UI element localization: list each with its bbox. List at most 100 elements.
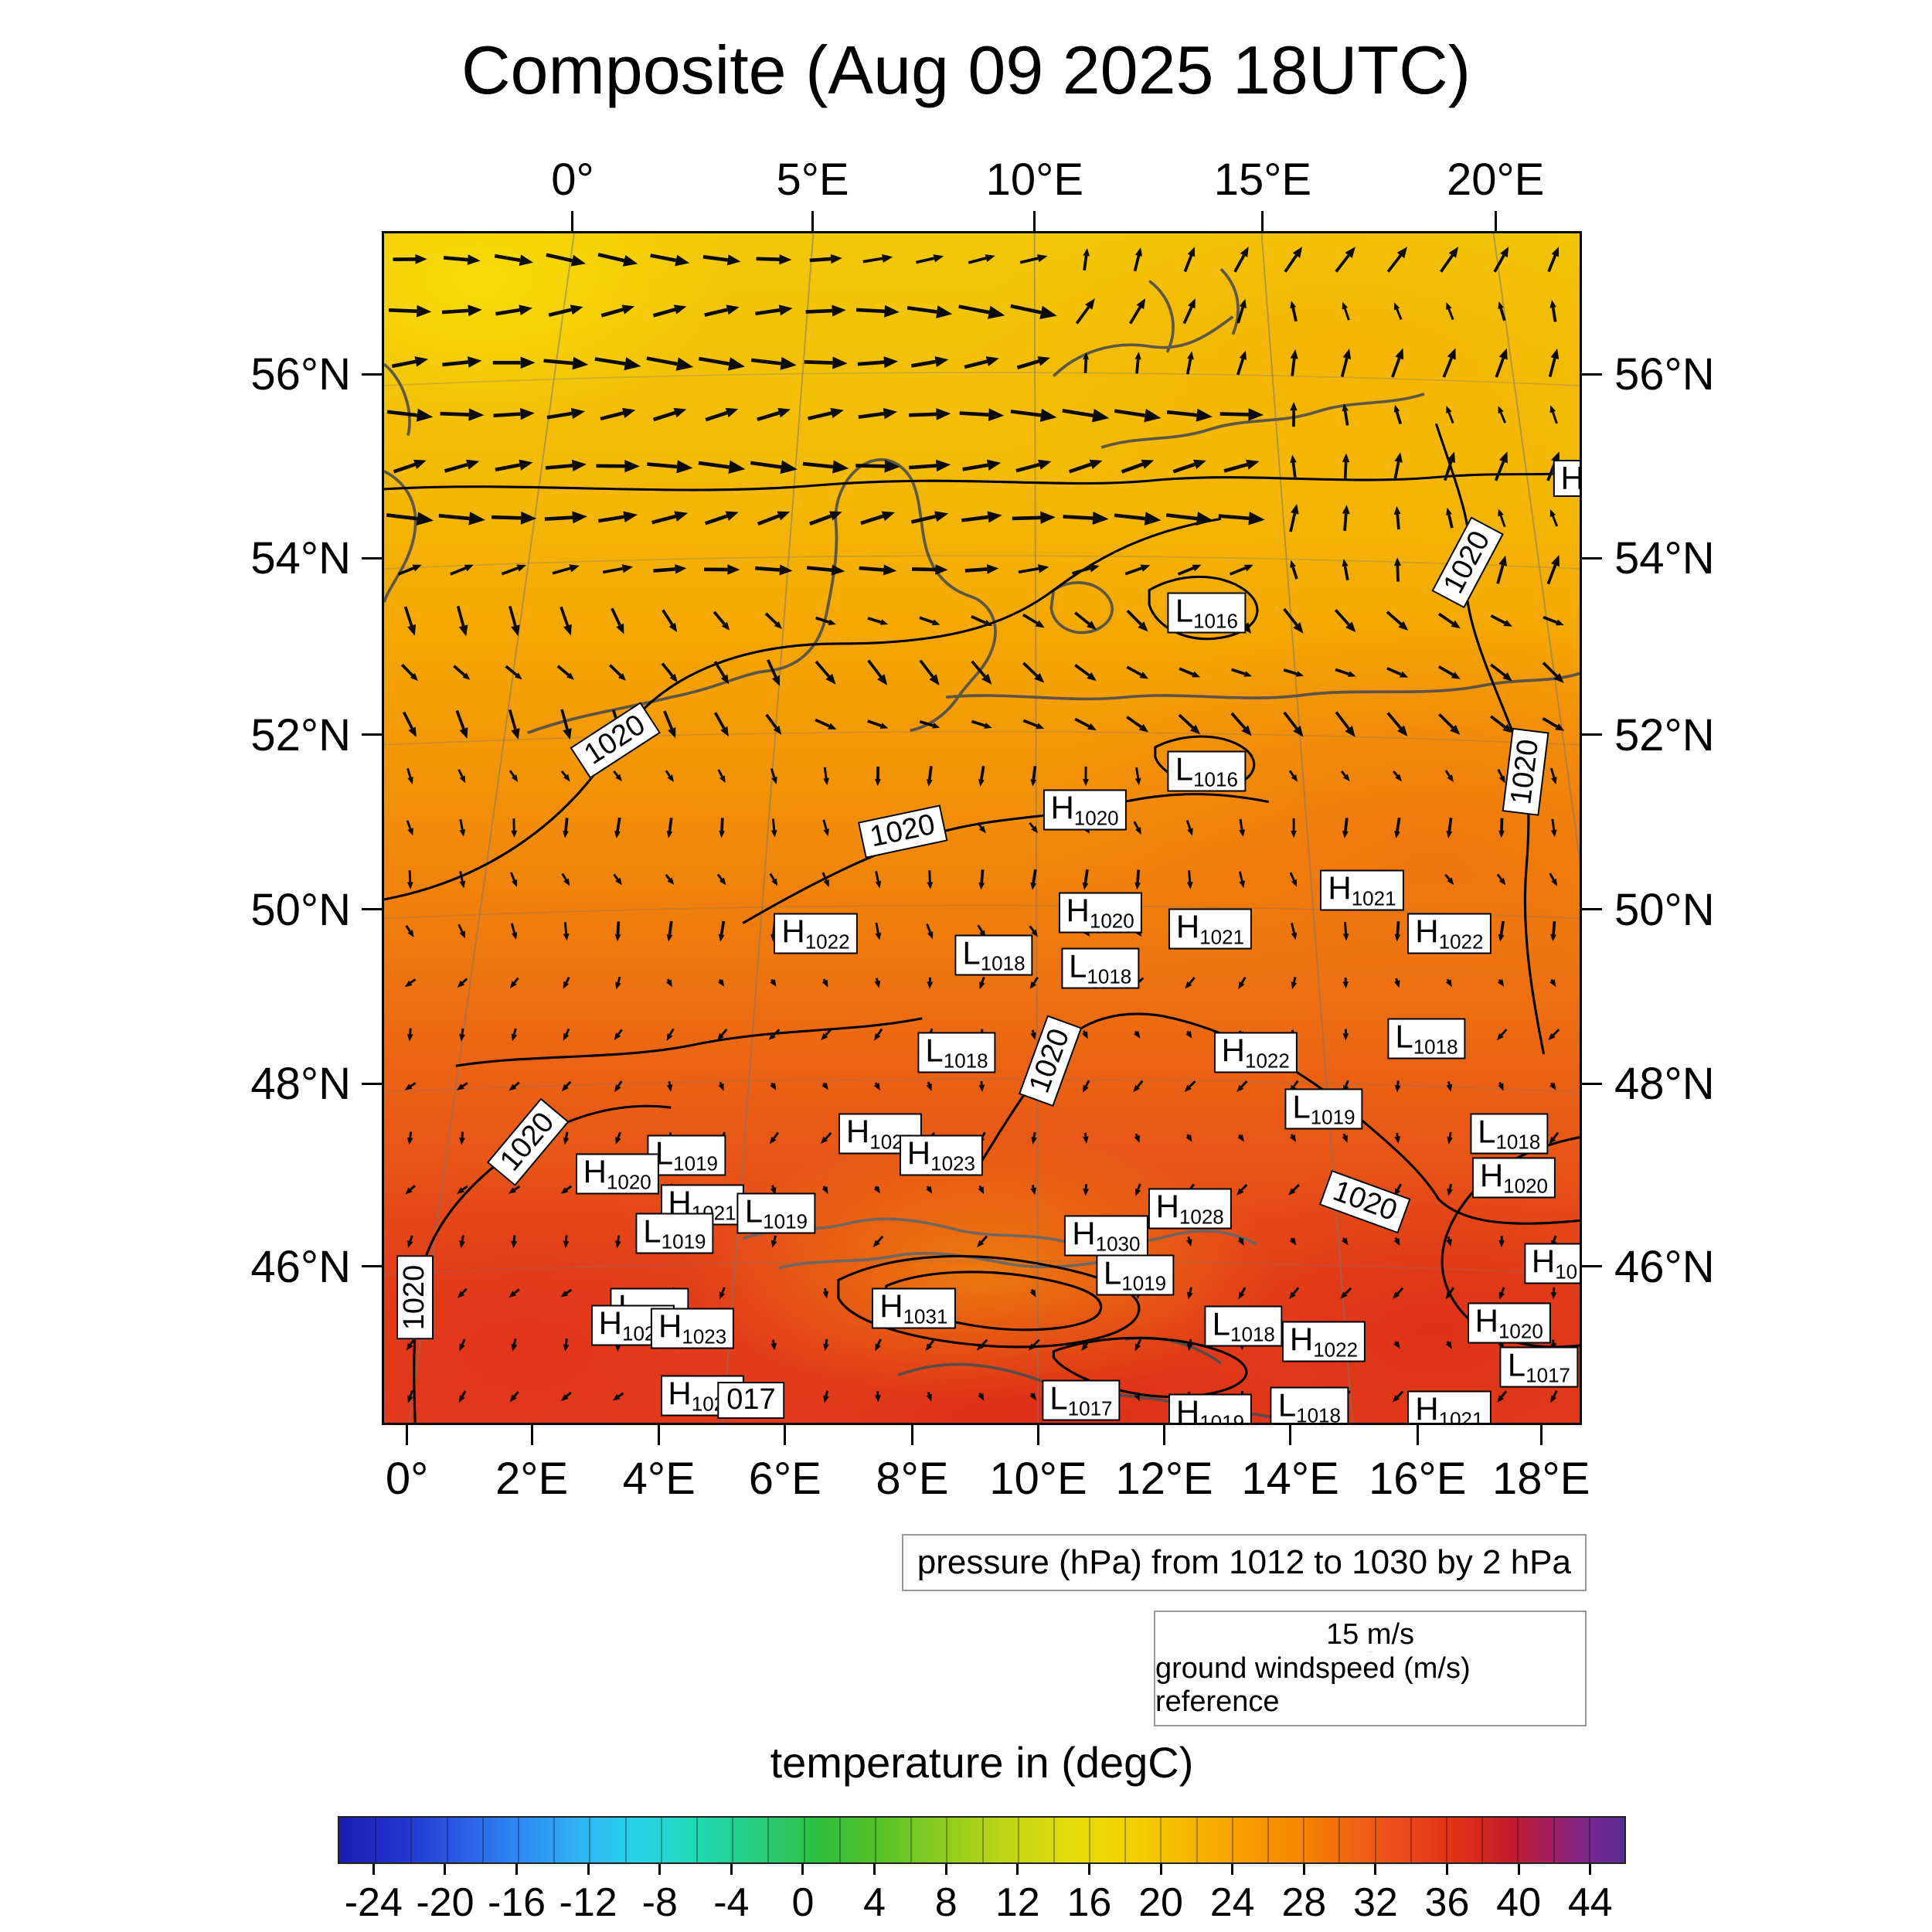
wind-arrow [1446,1236,1452,1247]
isobar-value-label: 1020 [1502,728,1549,816]
wind-arrow [651,511,689,525]
wind-arrow [508,709,520,740]
right-axis-tick [1582,1082,1602,1085]
wind-arrow [1172,459,1206,474]
pressure-center-label: L1018 [1204,1305,1283,1347]
wind-arrow [1390,348,1404,378]
wind-arrow [509,770,519,783]
wind-arrow [1010,304,1057,319]
pressure-center-label: H1020 [1058,892,1142,934]
wind-arrow [560,606,572,636]
colorbar-segment-divider [1481,1818,1484,1862]
wind-arrow [1126,716,1149,733]
pressure-center-value: 1017 [1067,1396,1113,1420]
wind-arrow [666,920,673,942]
pressure-center-value: 1019 [673,1151,718,1175]
wind-arrow [1074,611,1097,630]
wind-arrow [1223,459,1260,473]
bottom-axis-tick [910,1425,913,1445]
wind-arrow [1289,1237,1297,1246]
wind-arrow [717,978,725,987]
temperature-colorbar [338,1816,1626,1864]
wind-arrow [1550,1287,1557,1300]
pressure-center-value: 1019 [763,1209,808,1233]
colorbar-segment-divider [410,1818,413,1862]
wind-arrow [666,818,673,838]
pressure-center-letter: H [781,913,805,950]
wind-arrow [1549,509,1559,527]
pressure-center-label: L1018 [1270,1386,1349,1423]
colorbar-segment-divider [660,1818,662,1862]
colorbar-tick-mark [1589,1864,1592,1875]
pressure-center-label: H1023 [651,1308,735,1349]
colorbar-segment-divider [946,1818,948,1862]
wind-arrow [1236,1183,1248,1196]
wind-arrow [958,304,1005,319]
wind-arrow [1288,1287,1300,1299]
pressure-center-value: 1028 [1179,1205,1224,1229]
colorbar-segment-divider [517,1818,519,1862]
pressure-center-letter: H [879,1287,903,1325]
pressure-center-value: 1020 [1503,1174,1548,1198]
wind-arrow [456,1082,468,1090]
wind-arrow [1083,766,1089,787]
wind-arrow [1548,348,1560,378]
parallel-line [384,1260,1580,1275]
wind-arrow [450,564,474,576]
wind-arrow [1012,511,1056,524]
wind-arrow [855,460,900,473]
pressure-center-label: H1020 [1471,1157,1556,1199]
wind-arrow [509,1185,521,1194]
parallel-line [384,730,1580,746]
pressure-center-value: 1019 [661,1230,706,1253]
wind-arrow [1183,247,1196,273]
wind-arrow [563,1028,570,1041]
wind-arrow [1335,711,1355,737]
wind-arrow [802,460,849,474]
left-axis-label: 46°N [250,1241,351,1292]
wind-arrow [652,407,687,422]
pressure-center-letter: L [643,1213,662,1250]
isobar-value-label: 1020 [1018,1015,1082,1107]
wind-reference-speed: 15 m/s [1325,1618,1415,1651]
colorbar-tick-label: -16 [487,1880,546,1925]
pressure-center-label: H1022 [1213,1032,1298,1073]
colorbar-tick-mark [658,1864,662,1875]
wind-arrow [927,977,934,989]
wind-arrow [453,665,471,680]
wind-arrow [1342,1133,1348,1143]
wind-arrow [1114,512,1162,526]
wind-arrow [919,616,940,626]
wind-arrow [404,1082,417,1090]
pressure-center-letter: H [1415,913,1439,950]
wind-arrow [493,407,535,420]
wind-arrow [926,923,934,940]
bottom-axis-tick [784,1425,787,1445]
pressure-center-value: 1018 [1230,1322,1275,1346]
wind-arrow [769,1131,780,1145]
wind-arrow [494,253,534,267]
wind-arrow [1134,352,1141,374]
wind-arrow [1028,1338,1040,1351]
pressure-center-value: 1018 [1495,1130,1541,1154]
isobar [455,1017,923,1067]
wind-arrow [560,1391,572,1402]
left-axis-label: 50°N [250,884,351,935]
wind-arrow [926,766,933,787]
wind-arrow [823,767,829,786]
pressure-center-label: H1023 [899,1134,983,1176]
wind-arrow [925,1185,933,1194]
wind-arrow [755,564,793,576]
wind-arrow [1490,715,1512,733]
colorbar-segment-divider [375,1818,377,1862]
wind-arrow [1238,871,1245,889]
wind-arrow [705,407,739,422]
wind-arrow [1386,247,1408,273]
left-axis-label: 52°N [250,709,351,760]
pressure-center-label: H1030 [1064,1215,1148,1257]
wind-arrow [1393,452,1403,481]
wind-arrow [1498,1236,1505,1248]
pressure-center-letter: H [598,1304,623,1342]
colorbar-gradient [339,1818,1624,1862]
page-title: Composite (Aug 09 2025 18UTC) [461,32,1471,108]
